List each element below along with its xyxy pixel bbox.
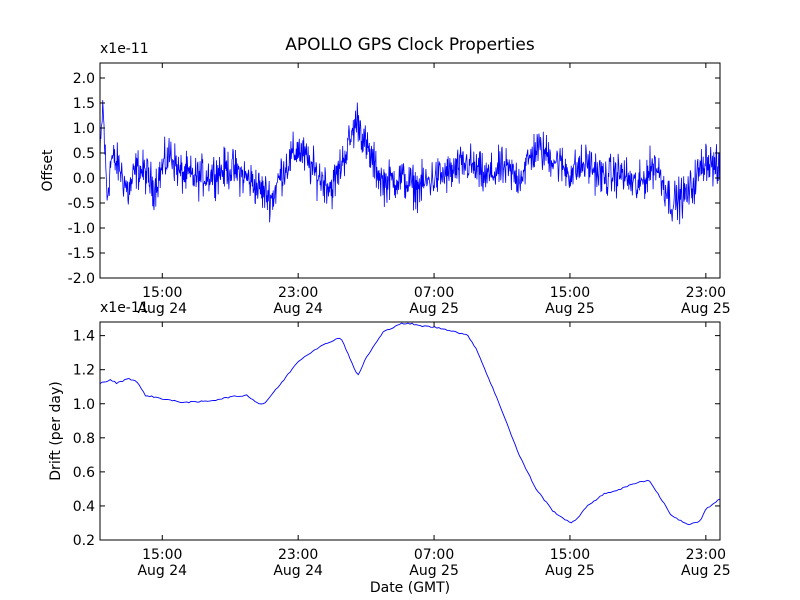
plot-frame (99, 321, 721, 541)
x-tick-label-time: 15:00 (550, 547, 590, 563)
data-series-line (100, 322, 720, 526)
y-tick-label: 1.2 (73, 363, 95, 379)
x-tick-label-date: Aug 25 (681, 563, 731, 579)
x-tick-label-time: 23:00 (686, 285, 726, 301)
y-tick-label: 0.5 (73, 146, 95, 162)
x-tick-label-date: Aug 24 (273, 301, 323, 317)
y-tick-label: 1.4 (73, 329, 95, 345)
y-tick-label: 1.5 (73, 96, 95, 112)
y-axis-label: Drift (per day) (48, 381, 64, 480)
y-tick-label: -1.5 (68, 246, 95, 262)
x-tick-label-date: Aug 25 (409, 563, 459, 579)
x-tick-label-date: Aug 25 (681, 301, 731, 317)
y-tick-label: 0.6 (73, 465, 95, 481)
y-tick-label: 0.0 (73, 171, 95, 187)
y-tick-label: -2.0 (68, 271, 95, 287)
x-axis-label: Date (GMT) (370, 580, 450, 596)
x-tick-label-date: Aug 24 (137, 301, 187, 317)
x-tick-label-time: 23:00 (278, 547, 318, 563)
x-tick-label-time: 07:00 (414, 285, 454, 301)
y-axis-multiplier: x1e-11 (100, 41, 149, 57)
y-tick-label: 1.0 (73, 121, 95, 137)
y-tick-label: -1.0 (68, 221, 95, 237)
x-tick-label-date: Aug 25 (545, 563, 595, 579)
x-tick-label-date: Aug 25 (409, 301, 459, 317)
chart-title: APOLLO GPS Clock Properties (285, 35, 535, 55)
y-axis-multiplier: x1e-11 (100, 300, 149, 316)
x-tick-label-date: Aug 24 (137, 563, 187, 579)
x-tick-label-time: 23:00 (686, 547, 726, 563)
x-tick-label-time: 15:00 (142, 285, 182, 301)
y-tick-label: 2.0 (73, 71, 95, 87)
offset-subplot: -2.0-1.5-1.0-0.50.00.51.01.52.015:00Aug … (40, 41, 731, 317)
x-tick-label-time: 15:00 (142, 547, 182, 563)
x-tick-label-time: 15:00 (550, 285, 590, 301)
x-tick-label-time: 07:00 (414, 547, 454, 563)
data-series-line (100, 100, 720, 225)
x-tick-label-time: 23:00 (278, 285, 318, 301)
y-tick-label: 0.4 (73, 499, 95, 515)
y-tick-label: 0.8 (73, 431, 95, 447)
y-tick-label: 0.2 (73, 533, 95, 549)
y-tick-label: 1.0 (73, 397, 95, 413)
x-tick-label-date: Aug 24 (273, 563, 323, 579)
y-tick-label: -0.5 (68, 196, 95, 212)
x-tick-label-date: Aug 25 (545, 301, 595, 317)
y-axis-label: Offset (40, 149, 56, 192)
plot-frame (99, 62, 721, 279)
